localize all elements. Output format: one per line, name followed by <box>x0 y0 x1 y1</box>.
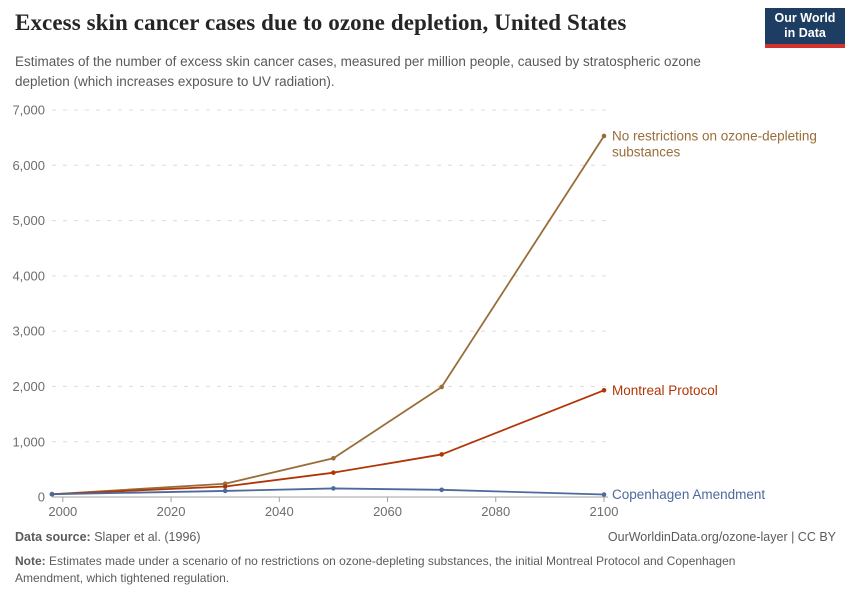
data-point[interactable] <box>331 486 336 491</box>
y-tick-label: 2,000 <box>12 379 45 394</box>
x-tick-label: 2100 <box>590 504 619 519</box>
y-tick-label: 0 <box>38 490 45 505</box>
owid-logo-line1: Our World <box>774 11 836 25</box>
y-tick-label: 5,000 <box>12 213 45 228</box>
chart-subtitle: Estimates of the number of excess skin c… <box>15 54 701 89</box>
y-tick-label: 1,000 <box>12 434 45 449</box>
owid-logo[interactable]: Our World in Data <box>765 8 845 48</box>
data-point[interactable] <box>601 387 607 393</box>
data-point[interactable] <box>439 487 444 493</box>
data-point[interactable] <box>439 384 444 390</box>
x-tick-label: 2040 <box>265 504 294 519</box>
series-line-0[interactable] <box>51 135 605 496</box>
y-tick-label: 7,000 <box>12 103 45 118</box>
data-point[interactable] <box>601 492 607 497</box>
data-point[interactable] <box>222 484 228 489</box>
data-point[interactable] <box>331 456 336 461</box>
chart-footer: Data source: Slaper et al. (1996) OurWor… <box>15 530 836 587</box>
data-point[interactable] <box>601 133 607 139</box>
footer-note-label: Note: <box>15 554 46 568</box>
data-source: Data source: Slaper et al. (1996) <box>15 530 201 544</box>
y-tick-label: 6,000 <box>12 158 45 173</box>
owid-citation-link[interactable]: OurWorldinData.org/ozone-layer | CC BY <box>607 530 836 544</box>
x-tick-label: 2060 <box>373 504 402 519</box>
series-label-0[interactable]: substances <box>612 145 681 160</box>
chart-title: Excess skin cancer cases due to ozone de… <box>15 10 627 35</box>
series-label-2[interactable]: Copenhagen Amendment <box>612 487 765 502</box>
owid-logo-line2: in Data <box>784 26 826 40</box>
footer-note-value: Estimates made under a scenario of no re… <box>15 554 736 585</box>
data-point[interactable] <box>439 452 444 457</box>
footer-note: Note: Estimates made under a scenario of… <box>15 553 793 587</box>
series-label-0[interactable]: No restrictions on ozone-depleting <box>612 129 817 144</box>
y-tick-label: 3,000 <box>12 324 45 339</box>
series-line-1[interactable] <box>51 389 605 496</box>
data-source-value: Slaper et al. (1996) <box>90 530 201 544</box>
x-tick-label: 2000 <box>48 504 77 519</box>
data-source-label: Data source: <box>15 530 91 544</box>
data-point[interactable] <box>49 491 55 497</box>
x-tick-label: 2020 <box>157 504 186 519</box>
line-chart-canvas: 0 1,000 2,000 3,000 4,000 5,000 6,000 7,000 2000… <box>12 103 817 519</box>
series-label-1[interactable]: Montreal Protocol <box>612 383 718 398</box>
data-point[interactable] <box>331 470 336 475</box>
y-tick-label: 4,000 <box>12 268 45 283</box>
x-tick-label: 2080 <box>481 504 510 519</box>
data-point[interactable] <box>222 488 228 494</box>
